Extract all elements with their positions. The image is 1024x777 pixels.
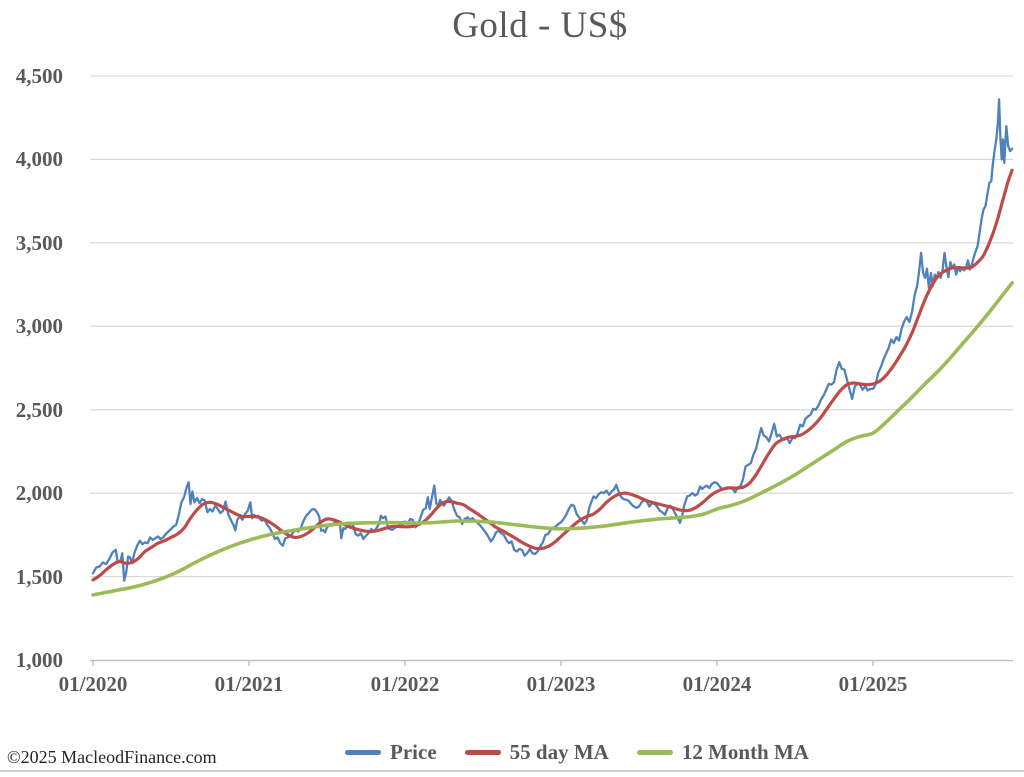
x-axis-label-01-2024: 01/2024: [682, 672, 752, 696]
x-axis-label-01-2021: 01/2021: [214, 672, 284, 696]
ma12m-line: [91, 281, 1014, 597]
y-axis-label-4500: 4,500: [15, 64, 63, 88]
legend-item-55day-ma: 55 day MA: [464, 740, 609, 765]
legend-item-12month-ma: 12 Month MA: [636, 740, 809, 765]
copyright-credit: ©2025 MacleodFinance.com: [7, 747, 217, 767]
y-axis-label-4000: 4,000: [15, 147, 63, 172]
x-axis-label-01-2020: 01/2020: [58, 672, 128, 696]
ma12m-line-swatch: [636, 750, 673, 756]
legend-label-12month-ma: 12 Month MA: [681, 740, 809, 764]
price-line-swatch: [345, 750, 382, 756]
bottom-divider: [0, 770, 1024, 772]
y-axis-label-1500: 1,500: [15, 564, 63, 589]
y-axis-label-2000: 2,000: [15, 481, 63, 506]
x-axis-label-01-2022: 01/2022: [370, 672, 440, 696]
ma55-line-swatch: [464, 750, 501, 756]
y-axis-label-1000: 1,000: [15, 648, 63, 672]
x-axis-label-01-2023: 01/2023: [526, 672, 596, 696]
ma55-line: [91, 168, 1014, 582]
chart-title: Gold - US$: [452, 5, 628, 46]
legend-label-price: Price: [390, 740, 437, 764]
price-line: [91, 98, 1014, 582]
y-axis-label-3500: 3,500: [15, 230, 63, 255]
chart-legend: Price 55 day MA 12 Month MA: [0, 740, 1024, 765]
x-axis-label-01-2025: 01/2025: [838, 672, 908, 696]
legend-item-price: Price: [345, 740, 437, 765]
y-axis-label-3000: 3,000: [15, 314, 63, 339]
y-axis-label-2500: 2,500: [15, 397, 63, 422]
legend-label-55day-ma: 55 day MA: [509, 740, 609, 764]
